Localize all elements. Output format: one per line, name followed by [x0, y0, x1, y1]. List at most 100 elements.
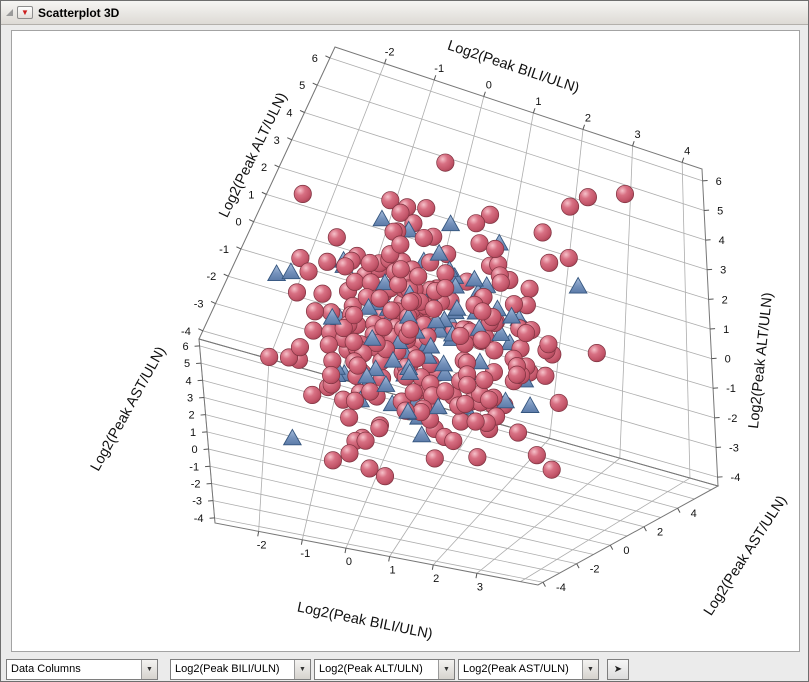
x-column-dropdown[interactable]: Log2(Peak BILI/ULN) ▼: [170, 659, 311, 680]
svg-text:-2: -2: [191, 478, 201, 490]
svg-text:3: 3: [635, 129, 641, 141]
svg-text:6: 6: [716, 176, 722, 188]
sphere-marker: [391, 203, 410, 222]
sphere-marker: [290, 338, 310, 357]
dropdown-value: Log2(Peak AST/ULN): [459, 660, 582, 679]
sphere-marker: [345, 272, 364, 291]
z-axis-right: 4 2 0 -2 -4 Log2(Peak AST/ULN): [542, 493, 790, 619]
svg-text:6: 6: [182, 341, 188, 353]
z-axis-left: 6 5 4 3 2 1 0 -1 -2 -3 -4 Log2(Peak AST/ULN): [88, 341, 215, 525]
sphere-marker: [370, 419, 389, 438]
dropdown-value: Log2(Peak ALT/ULN): [315, 660, 438, 679]
sphere-marker: [340, 408, 359, 427]
sphere-marker: [374, 318, 393, 337]
sphere-marker: [318, 252, 337, 271]
svg-text:5: 5: [299, 80, 305, 92]
y-axis-right: 6 5 4 3 2 1 0 -1 -2 -3 -4 Log2(Peak ALT/ULN): [702, 176, 776, 484]
sphere-marker: [424, 299, 443, 318]
sphere-marker: [305, 302, 325, 321]
svg-text:2: 2: [433, 573, 439, 585]
sphere-marker: [400, 320, 420, 339]
next-plot-button[interactable]: ➤: [607, 659, 629, 680]
sphere-marker: [370, 289, 389, 308]
svg-text:1: 1: [535, 96, 541, 108]
sphere-marker: [336, 257, 355, 276]
toolbar: Data Columns ▼ Log2(Peak BILI/ULN) ▼ Log…: [1, 656, 808, 681]
sphere-marker: [414, 228, 433, 248]
sphere-marker: [287, 283, 307, 302]
svg-text:-3: -3: [192, 496, 202, 508]
svg-text:-2: -2: [728, 413, 738, 425]
svg-text:2: 2: [585, 112, 591, 124]
sphere-marker: [345, 306, 364, 325]
chevron-down-icon[interactable]: ▼: [141, 660, 157, 679]
sphere-marker: [345, 391, 365, 410]
svg-text:-2: -2: [257, 539, 267, 551]
x-axis-top: -2 -1 0 1 2 3 4 Log2(Peak BILI/ULN): [384, 38, 690, 163]
svg-text:-4: -4: [556, 582, 566, 594]
svg-text:6: 6: [312, 53, 318, 65]
triangle-marker: [429, 243, 449, 261]
sphere-marker: [533, 223, 552, 242]
triangle-marker: [464, 269, 485, 287]
sphere-marker: [485, 341, 504, 360]
sphere-marker: [382, 301, 401, 320]
red-triangle-icon: ▼: [21, 7, 29, 17]
svg-text:-3: -3: [729, 442, 739, 454]
sphere-marker: [456, 394, 475, 413]
svg-text:2: 2: [261, 162, 267, 174]
red-triangle-menu-button[interactable]: ▼: [17, 6, 33, 19]
y-column-dropdown[interactable]: Log2(Peak ALT/ULN) ▼: [314, 659, 455, 680]
triangle-marker: [322, 307, 342, 325]
triangle-marker: [568, 276, 588, 294]
chevron-down-icon[interactable]: ▼: [582, 660, 598, 679]
svg-text:1: 1: [248, 189, 254, 201]
sphere-marker: [360, 459, 379, 478]
sphere-marker: [542, 460, 561, 479]
chevron-down-icon[interactable]: ▼: [294, 660, 310, 679]
sphere-marker: [304, 321, 323, 340]
triangle-marker: [376, 375, 396, 392]
sphere-marker: [407, 349, 426, 368]
y-axis-right-title: Log2(Peak ALT/ULN): [746, 292, 776, 430]
scatterplot-3d-canvas[interactable]: -2 -1 0 1 2 3 4 Log2(Peak BILI/ULN) -2 -1 0 1 2 3 Log2…: [12, 31, 799, 651]
dropdown-value: Data Columns: [7, 660, 141, 679]
triangle-marker: [281, 262, 301, 280]
sphere-marker: [340, 444, 359, 463]
triangle-marker: [375, 273, 395, 291]
triangle-marker: [400, 363, 420, 380]
triangle-marker: [440, 214, 461, 232]
sphere-marker: [504, 295, 523, 314]
sphere-marker: [323, 451, 342, 470]
triangle-marker: [491, 324, 511, 341]
svg-text:-1: -1: [300, 548, 310, 560]
sphere-marker: [578, 188, 597, 207]
triangle-marker: [366, 359, 386, 377]
sphere-marker: [475, 370, 494, 390]
z-column-dropdown[interactable]: Log2(Peak AST/ULN) ▼: [458, 659, 599, 680]
sphere-marker: [417, 199, 436, 218]
data-points[interactable]: [260, 153, 635, 486]
outline-disclosure-icon[interactable]: [6, 9, 13, 16]
sphere-marker: [473, 302, 492, 321]
sphere-marker: [491, 273, 510, 292]
sphere-marker: [486, 239, 505, 259]
svg-text:1: 1: [190, 427, 196, 439]
triangle-marker: [426, 311, 446, 329]
svg-text:3: 3: [720, 265, 726, 277]
triangle-marker: [412, 425, 432, 443]
data-columns-dropdown[interactable]: Data Columns ▼: [6, 659, 158, 680]
chevron-down-icon[interactable]: ▼: [438, 660, 454, 679]
sphere-marker: [409, 267, 428, 286]
sphere-marker: [458, 375, 477, 394]
sphere-marker: [481, 205, 500, 224]
sphere-marker: [391, 235, 410, 254]
z-axis-left-title: Log2(Peak AST/ULN): [88, 344, 170, 474]
z-axis-right-title: Log2(Peak AST/ULN): [701, 493, 790, 619]
svg-text:-1: -1: [434, 63, 444, 75]
sphere-marker: [587, 343, 606, 363]
triangle-marker: [428, 397, 448, 415]
svg-text:1: 1: [390, 565, 396, 577]
x-axis-top-title: Log2(Peak BILI/ULN): [445, 38, 581, 97]
svg-text:3: 3: [477, 581, 483, 593]
